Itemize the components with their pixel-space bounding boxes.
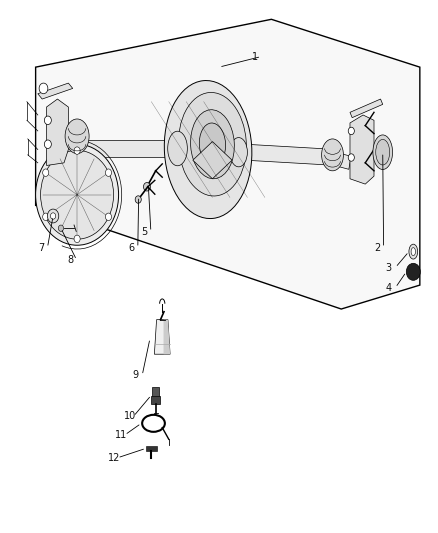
Polygon shape	[84, 140, 182, 157]
Ellipse shape	[65, 119, 89, 154]
Ellipse shape	[168, 131, 187, 166]
Circle shape	[74, 235, 80, 243]
Ellipse shape	[411, 248, 416, 256]
Circle shape	[106, 213, 112, 221]
Polygon shape	[350, 115, 374, 184]
Text: 2: 2	[374, 243, 380, 253]
Circle shape	[106, 169, 112, 176]
Circle shape	[406, 263, 420, 280]
Circle shape	[135, 196, 141, 203]
Circle shape	[42, 169, 49, 176]
Text: 12: 12	[108, 453, 120, 463]
Text: 10: 10	[124, 411, 136, 422]
Circle shape	[58, 225, 64, 231]
Ellipse shape	[199, 123, 226, 165]
Polygon shape	[350, 99, 383, 118]
Polygon shape	[163, 320, 170, 354]
Text: 7: 7	[38, 243, 44, 253]
Ellipse shape	[179, 92, 246, 196]
Text: 9: 9	[133, 370, 139, 381]
Text: 4: 4	[386, 283, 392, 293]
Circle shape	[47, 209, 59, 223]
Text: 3: 3	[386, 263, 392, 272]
Polygon shape	[46, 99, 68, 165]
Ellipse shape	[191, 110, 234, 179]
Polygon shape	[35, 19, 420, 309]
FancyBboxPatch shape	[151, 396, 160, 403]
Polygon shape	[154, 320, 170, 354]
FancyBboxPatch shape	[152, 387, 159, 397]
Polygon shape	[245, 144, 328, 165]
Circle shape	[44, 116, 51, 125]
Circle shape	[41, 150, 113, 239]
Polygon shape	[327, 150, 351, 169]
Circle shape	[74, 147, 80, 155]
Circle shape	[348, 154, 354, 161]
Ellipse shape	[164, 80, 252, 219]
Text: 11: 11	[115, 430, 127, 440]
Ellipse shape	[373, 135, 392, 169]
Text: 8: 8	[67, 255, 73, 265]
Ellipse shape	[376, 140, 390, 165]
Circle shape	[144, 182, 150, 191]
Polygon shape	[38, 83, 73, 99]
Text: 1: 1	[252, 52, 258, 61]
Ellipse shape	[409, 244, 418, 259]
Ellipse shape	[321, 139, 343, 171]
Text: 6: 6	[128, 243, 134, 253]
Circle shape	[50, 213, 56, 219]
FancyBboxPatch shape	[146, 446, 156, 451]
Circle shape	[348, 127, 354, 135]
Circle shape	[35, 144, 119, 245]
Ellipse shape	[230, 138, 247, 167]
Circle shape	[39, 83, 48, 94]
Circle shape	[42, 213, 49, 221]
Text: 5: 5	[141, 227, 148, 237]
Polygon shape	[193, 142, 232, 179]
Circle shape	[44, 140, 51, 149]
